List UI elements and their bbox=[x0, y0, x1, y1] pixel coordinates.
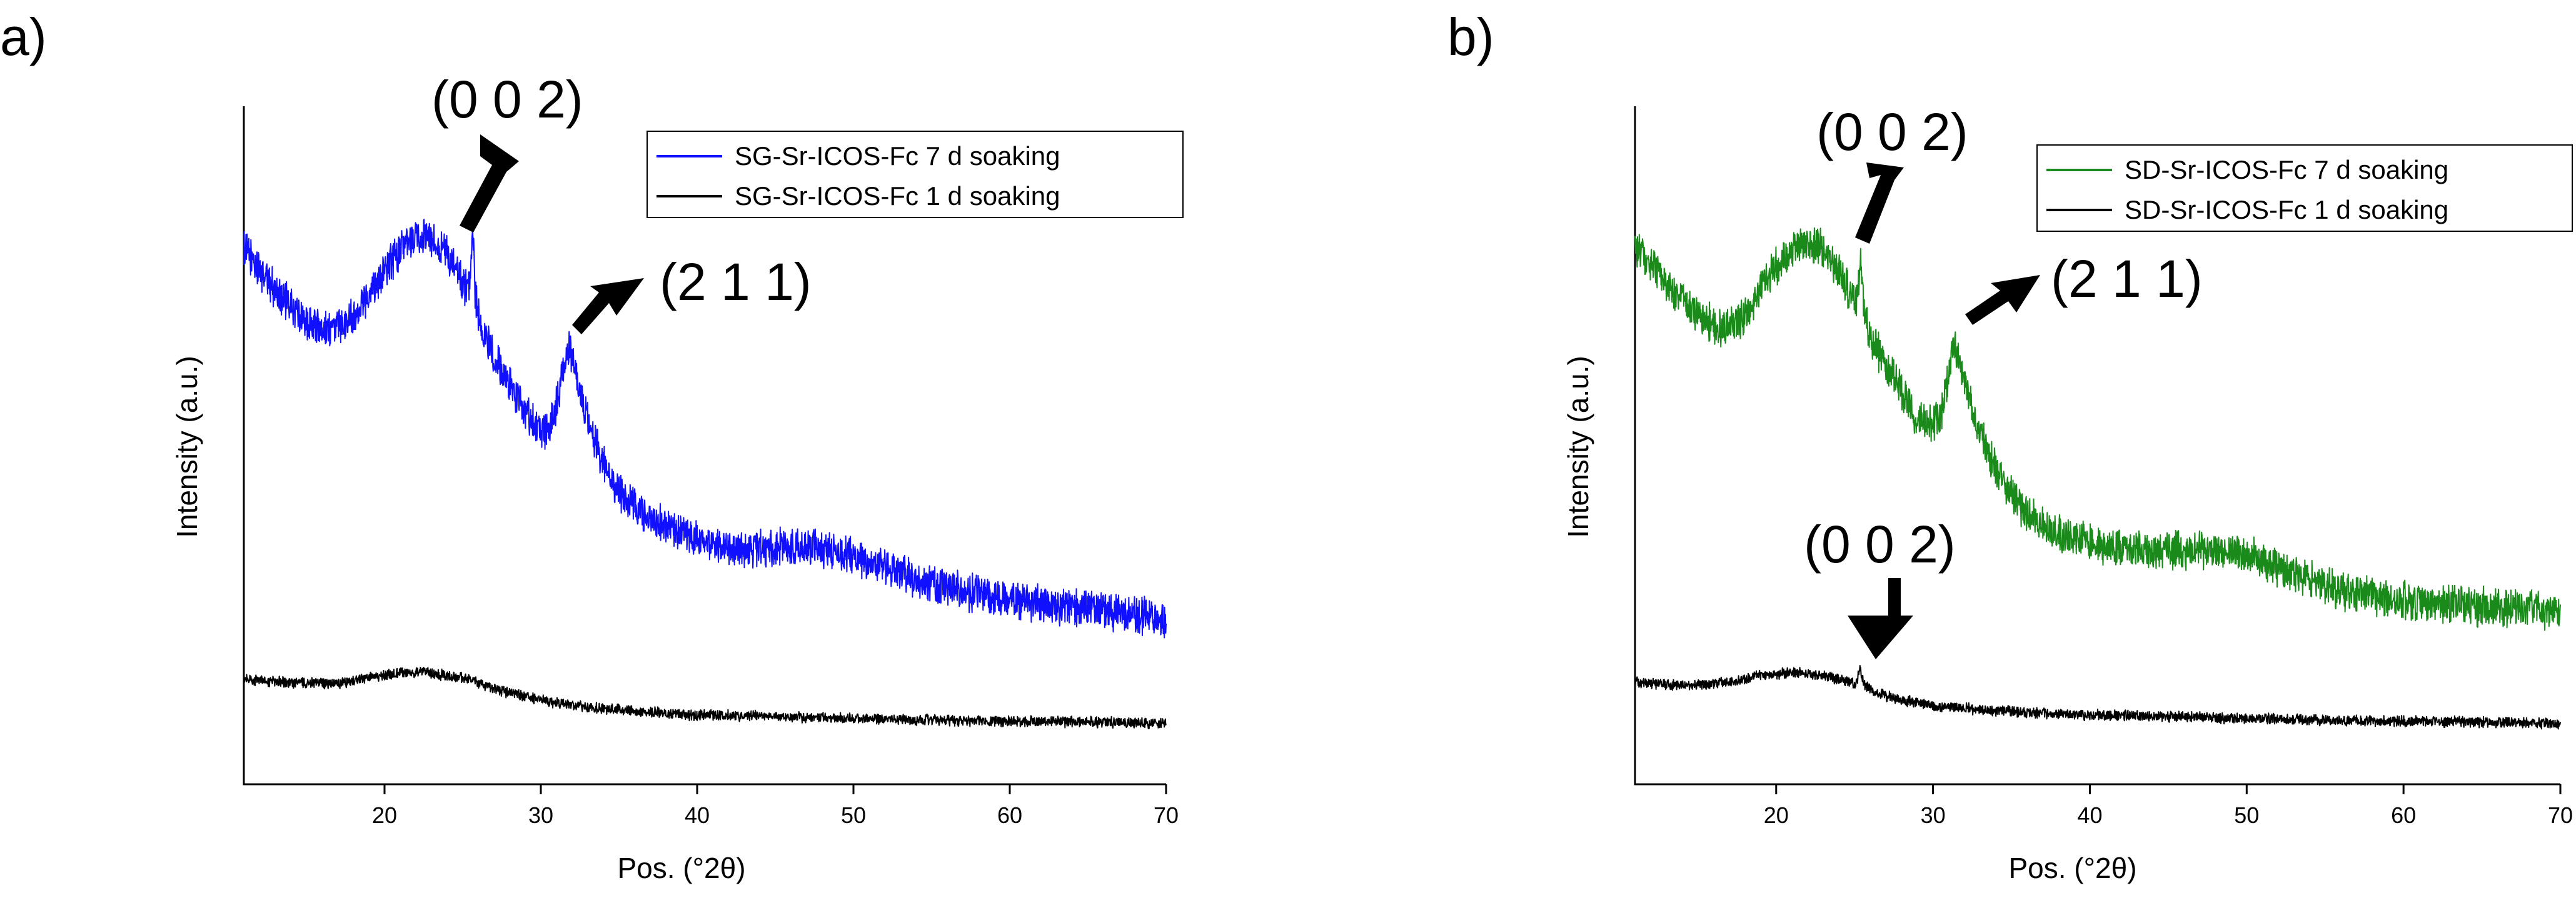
x-tick-label-a-70: 70 bbox=[1154, 802, 1179, 828]
series-line-b-1 bbox=[1634, 665, 2561, 730]
x-tick-label-a-30: 30 bbox=[528, 802, 553, 828]
annotation-a-211-label: (2 1 1) bbox=[660, 252, 812, 311]
plot-area-b: 20 30 40 50 60 70 bbox=[1634, 106, 2573, 828]
x-ticks-b: 20 30 40 50 60 70 bbox=[1764, 784, 2573, 828]
x-tick-label-b-50: 50 bbox=[2234, 802, 2259, 828]
x-tick-label-b-40: 40 bbox=[2077, 802, 2102, 828]
annotation-b-002-lower-label: (0 0 2) bbox=[1804, 515, 1956, 574]
x-tick-label-a-20: 20 bbox=[372, 802, 397, 828]
annotation-a-002: (0 0 2) bbox=[431, 70, 583, 232]
arrow-b-002-lower bbox=[1848, 578, 1913, 659]
panel-a-label: a) bbox=[0, 7, 47, 66]
panel-b-label: b) bbox=[1447, 7, 1494, 66]
legend-a: SG-Sr-ICOS-Fc 7 d soaking SG-Sr-ICOS-Fc … bbox=[647, 131, 1184, 218]
legend-label-b-0: SD-Sr-ICOS-Fc 7 d soaking bbox=[2125, 155, 2448, 184]
arrow-b-211 bbox=[1965, 275, 2040, 325]
annotation-a-002-label: (0 0 2) bbox=[431, 70, 583, 129]
x-tick-label-b-20: 20 bbox=[1764, 802, 1789, 828]
annotation-a-211: (2 1 1) bbox=[572, 252, 812, 334]
panel-a: a) 20 30 40 50 60 70 Pos. (°2θ) Intensity (a.… bbox=[0, 7, 1184, 884]
series-group-b bbox=[1634, 227, 2561, 730]
annotation-b-211: (2 1 1) bbox=[1965, 249, 2203, 325]
annotation-b-002: (0 0 2) bbox=[1816, 102, 1968, 244]
x-tick-label-b-30: 30 bbox=[1921, 802, 1946, 828]
legend-label-a-1: SG-Sr-ICOS-Fc 1 d soaking bbox=[735, 181, 1060, 211]
x-tick-label-a-40: 40 bbox=[685, 802, 710, 828]
series-line-a-1 bbox=[243, 667, 1167, 730]
arrow-b-002 bbox=[1855, 162, 1904, 244]
x-tick-label-a-60: 60 bbox=[997, 802, 1022, 828]
legend-box-b bbox=[2036, 144, 2573, 232]
annotation-b-002-lower: (0 0 2) bbox=[1804, 515, 1956, 659]
arrow-a-002 bbox=[460, 134, 519, 232]
x-ticks-a: 20 30 40 50 60 70 bbox=[372, 784, 1179, 828]
series-line-b-0 bbox=[1634, 227, 2561, 631]
x-axis-title-b: Pos. (°2θ) bbox=[2008, 852, 2136, 884]
axes-a bbox=[243, 106, 1166, 786]
x-tick-label-b-70: 70 bbox=[2548, 802, 2573, 828]
legend-box-a bbox=[647, 131, 1184, 218]
series-line-a-0 bbox=[243, 219, 1167, 639]
legend-label-a-0: SG-Sr-ICOS-Fc 7 d soaking bbox=[735, 141, 1060, 171]
annotation-b-002-label: (0 0 2) bbox=[1816, 102, 1968, 161]
panel-b: b) 20 30 40 50 60 70 Pos. (°2θ) Intensity (a.… bbox=[1447, 7, 2573, 884]
x-axis-title-a: Pos. (°2θ) bbox=[617, 852, 745, 884]
x-tick-label-a-50: 50 bbox=[841, 802, 866, 828]
legend-label-b-1: SD-Sr-ICOS-Fc 1 d soaking bbox=[2125, 195, 2448, 224]
arrow-a-211 bbox=[572, 278, 644, 334]
y-axis-title-a: Intensity (a.u.) bbox=[171, 356, 203, 537]
plot-area-a: 20 30 40 50 60 70 bbox=[243, 106, 1179, 828]
legend-b: SD-Sr-ICOS-Fc 7 d soaking SD-Sr-ICOS-Fc … bbox=[2036, 144, 2573, 232]
y-axis-title-b: Intensity (a.u.) bbox=[1562, 356, 1594, 537]
series-group-a bbox=[243, 219, 1167, 730]
annotation-b-211-label: (2 1 1) bbox=[2051, 249, 2203, 308]
x-tick-label-b-60: 60 bbox=[2391, 802, 2416, 828]
axes-b bbox=[1634, 106, 2560, 786]
